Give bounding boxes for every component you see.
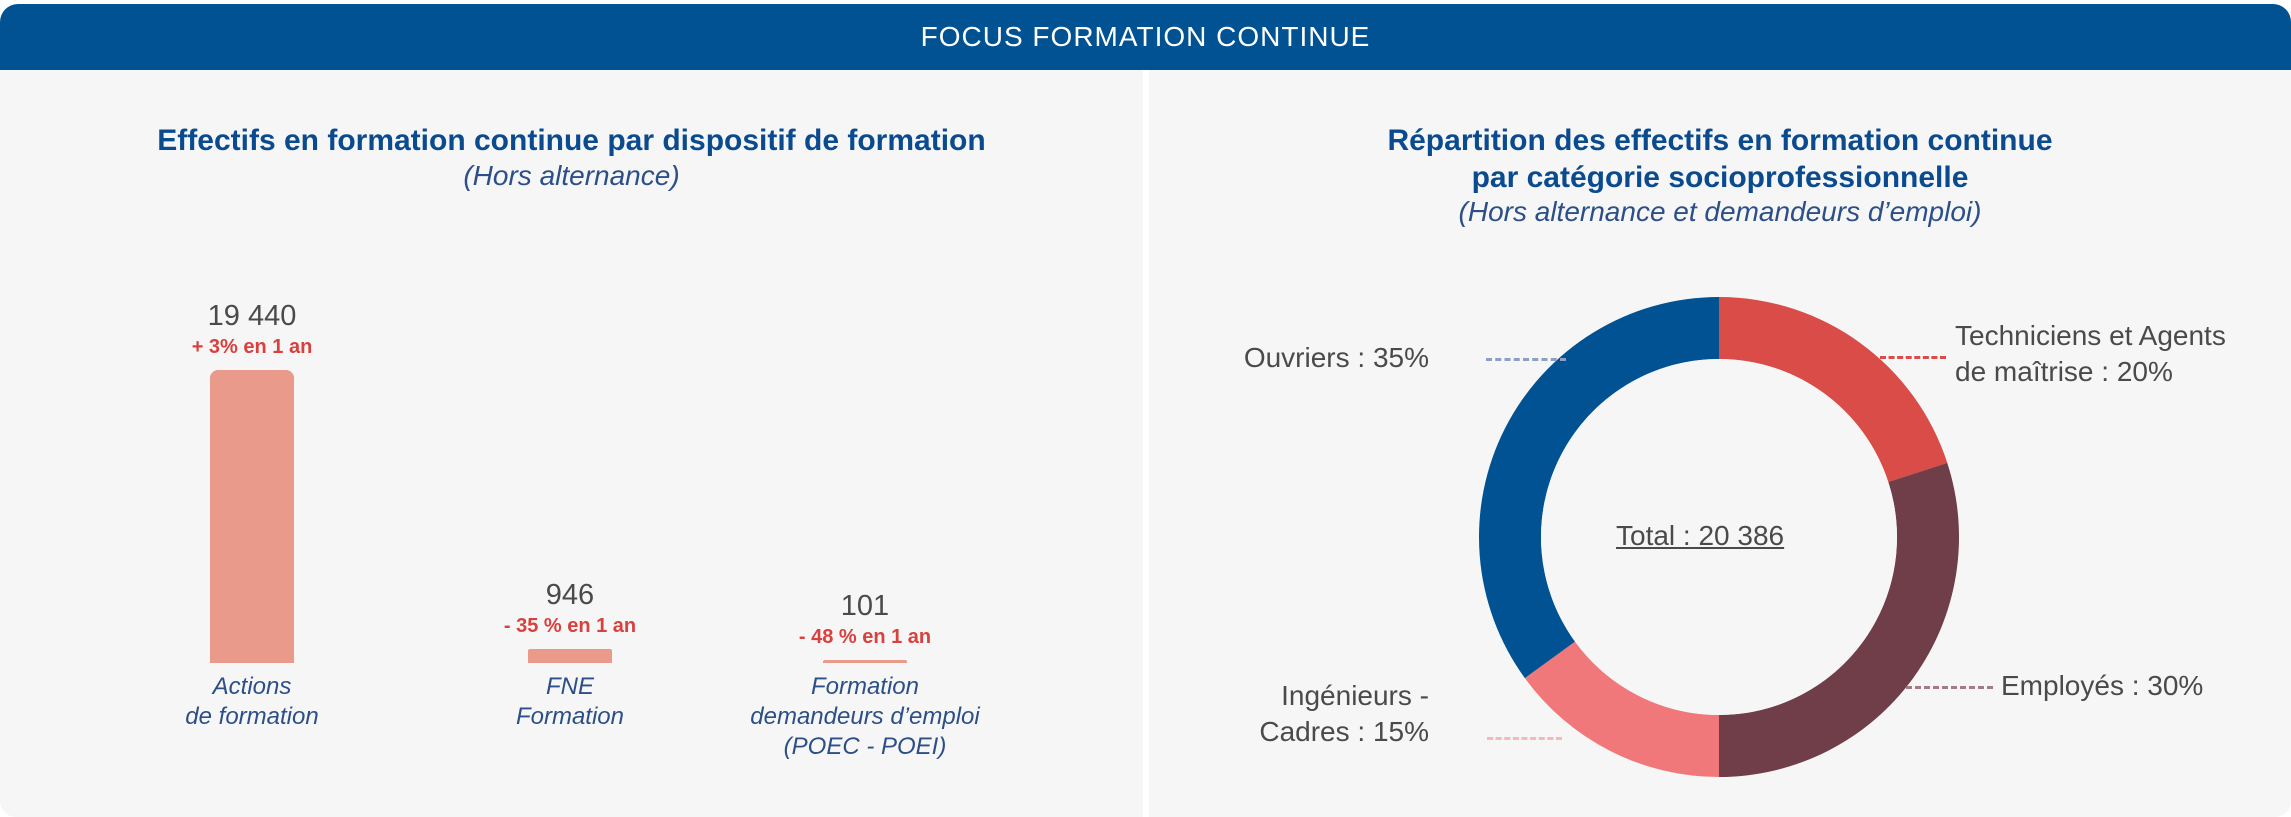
donut-leader-line-2 bbox=[1906, 686, 1993, 689]
bar-chart-panel: Effectifs en formation continue par disp… bbox=[0, 70, 1143, 817]
donut-chart bbox=[1479, 297, 1959, 777]
bar-1 bbox=[210, 370, 294, 663]
bar-category-label-2: FNE Formation bbox=[515, 673, 625, 730]
donut-slice-2 bbox=[1719, 462, 1959, 777]
donut-chart-title-line1: Répartition des effectifs en formation c… bbox=[1387, 124, 2053, 157]
donut-leader-line-4 bbox=[1486, 358, 1566, 361]
donut-chart-subtitle: (Hors alternance et demandeurs d’emploi) bbox=[1458, 196, 1982, 227]
donut-slice-4 bbox=[1479, 297, 1719, 679]
donut-slice-label-1: Techniciens et Agents de maîtrise : 20% bbox=[1955, 320, 2226, 387]
bar-category-label-1: Actions de formation bbox=[185, 673, 319, 730]
bar-change-label-1: + 3% en 1 an bbox=[191, 336, 313, 358]
donut-slice-label-3: Ingénieurs - Cadres : 15% bbox=[1259, 680, 1429, 747]
donut-slice-label-2: Employés : 30% bbox=[2001, 670, 2204, 701]
donut-slice-3 bbox=[1524, 641, 1719, 777]
bar-category-label-3: Formation demandeurs d’emploi (POEC - POEI… bbox=[750, 673, 980, 760]
donut-chart-title-line2: par catégorie socioprofessionnelle bbox=[1471, 161, 1969, 194]
donut-slice-label-4: Ouvriers : 35% bbox=[1243, 342, 1429, 373]
donut-chart-panel: Répartition des effectifs en formation c… bbox=[1149, 70, 2291, 817]
bar-3 bbox=[823, 660, 907, 663]
bar-2 bbox=[528, 648, 612, 663]
bar-change-label-3: - 48 % en 1 an bbox=[798, 626, 932, 648]
bar-change-label-2: - 35 % en 1 an bbox=[503, 614, 637, 637]
bar-chart-title: Effectifs en formation continue par disp… bbox=[157, 124, 986, 157]
donut-slice-1 bbox=[1719, 297, 1948, 482]
header-bar: FOCUS FORMATION CONTINUE bbox=[0, 4, 2291, 70]
donut-total-label: Total : 20 386 bbox=[1616, 520, 1785, 551]
page-title: FOCUS FORMATION CONTINUE bbox=[920, 21, 1371, 52]
bar-value-label-3: 101 bbox=[840, 590, 890, 622]
donut-leader-line-1 bbox=[1880, 356, 1946, 359]
donut-hole bbox=[1541, 359, 1897, 715]
bar-chart-subtitle: (Hors alternance) bbox=[463, 160, 680, 191]
bar-value-label-2: 946 bbox=[545, 578, 595, 611]
bar-value-label-1: 19 440 bbox=[207, 300, 297, 332]
donut-leader-line-3 bbox=[1487, 737, 1562, 740]
